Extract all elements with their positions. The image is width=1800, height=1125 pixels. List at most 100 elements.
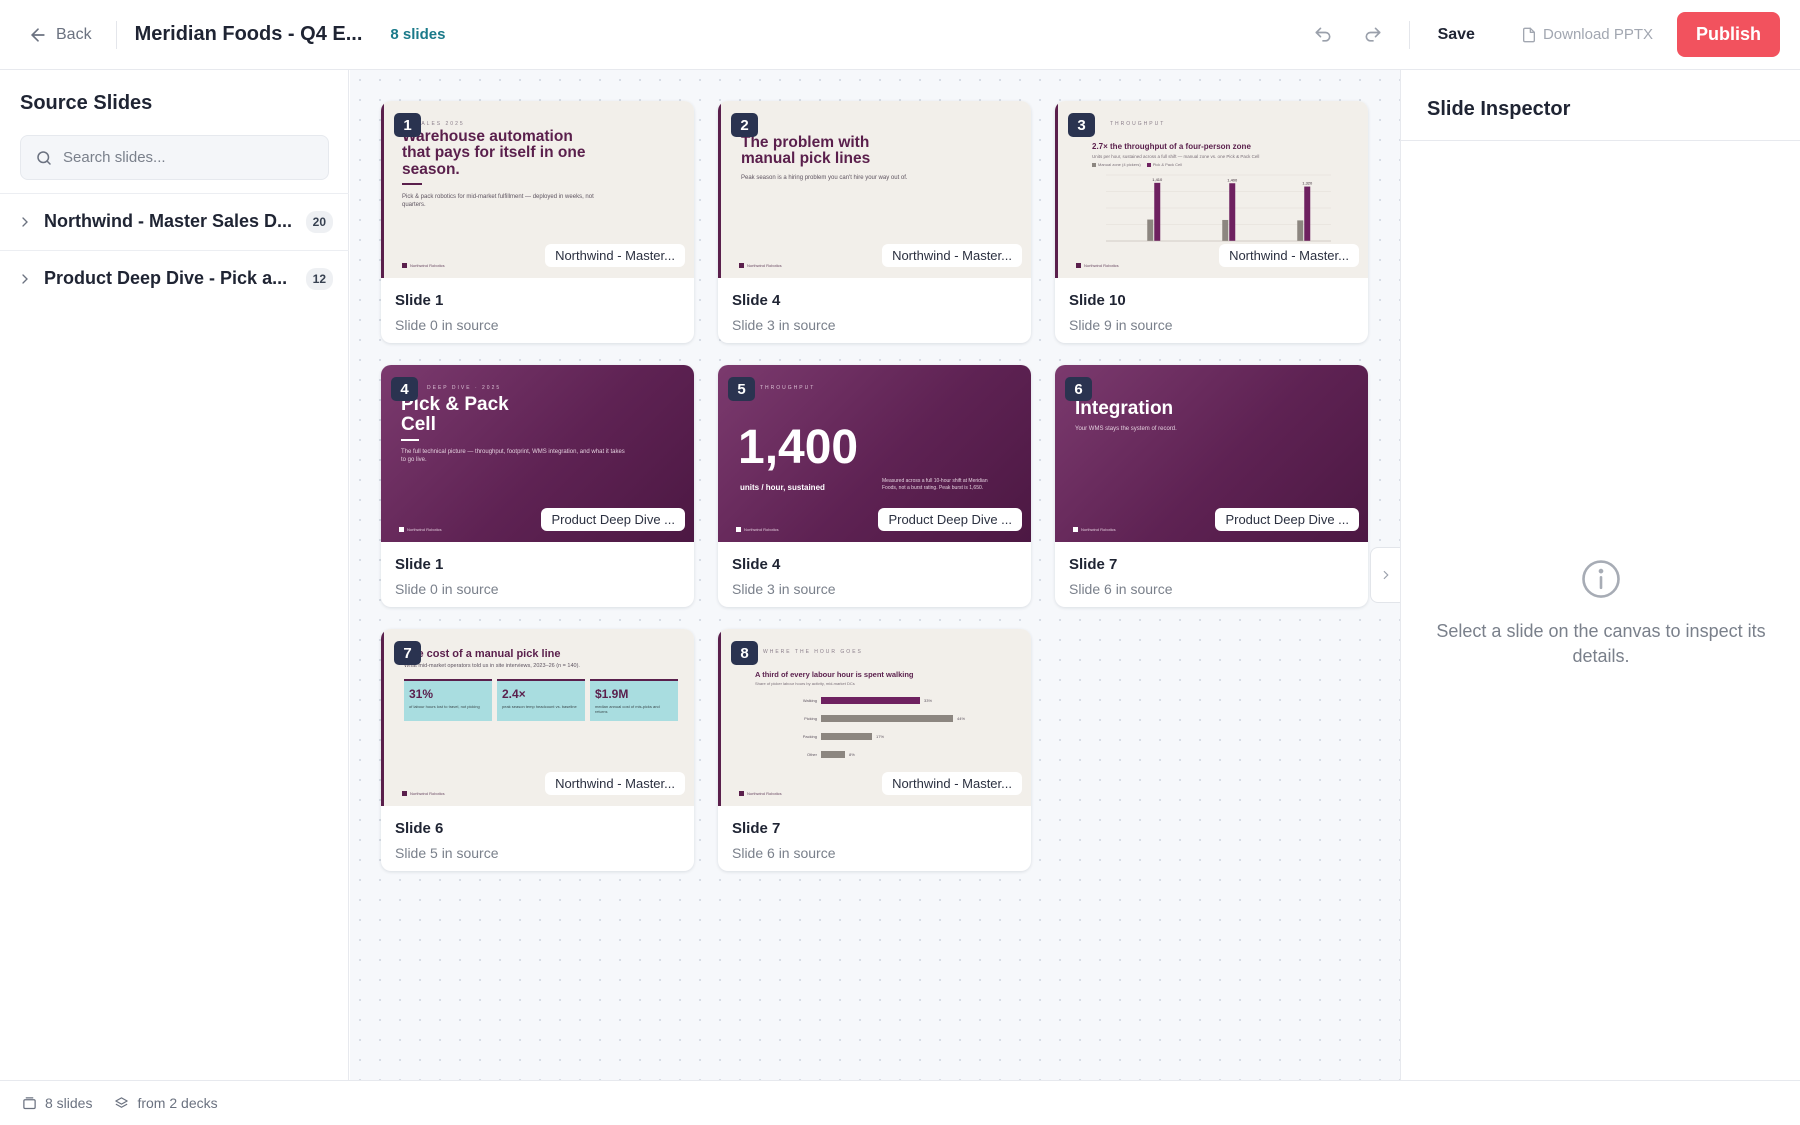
deck-item-northwind[interactable]: Northwind - Master Sales D... 20 (0, 193, 349, 249)
redo-button[interactable] (1353, 15, 1393, 55)
slide-number-badge: 2 (731, 113, 758, 137)
source-slides-panel: Source Slides Northwind - Master Sales D… (0, 70, 349, 1080)
back-button[interactable]: Back (28, 25, 92, 45)
collapse-inspector-button[interactable] (1370, 547, 1400, 603)
bar-value-label: 1,410 (1152, 177, 1163, 182)
bar-category-label: Packing (803, 734, 817, 739)
slide-number-badge: 8 (731, 641, 758, 665)
undo-button[interactable] (1303, 15, 1343, 55)
slide-card[interactable]: 5 THROUGHPUT 1,400 units / hour, sustain… (718, 365, 1031, 607)
chart-bar (821, 751, 845, 758)
source-deck-tag: Northwind - Master... (545, 772, 685, 795)
stat-box: 2.4× peak season temp headcount vs. base… (497, 679, 585, 721)
slide-thumbnail: 1 SALES 2025 Warehouse automation that p… (381, 101, 694, 278)
slide-title: Slide 1 (395, 292, 444, 309)
slide-title: Slide 6 (395, 820, 444, 837)
slide-thumbnail: 3 THROUGHPUT 2.7× the throughput of a fo… (1055, 101, 1368, 278)
layers-icon (115, 1096, 129, 1108)
slide-source-index: Slide 5 in source (395, 845, 499, 861)
thumb-rule (402, 183, 422, 185)
publish-button[interactable]: Publish (1677, 12, 1780, 57)
stat-box: 31% of labour hours lost to travel, not … (404, 679, 492, 721)
deck-name: Product Deep Dive - Pick a... (44, 268, 288, 288)
deck-slide-count: 12 (305, 267, 333, 290)
slide-card[interactable]: 6 Integration Your WMS stays the system … (1055, 365, 1368, 607)
stat-label: peak season temp headcount vs. baseline (502, 704, 577, 709)
legend-label: Pick & Pack Cell (1152, 162, 1183, 167)
stat-value: $1.9M (595, 687, 629, 701)
slide-thumbnail: 6 Integration Your WMS stays the system … (1055, 365, 1368, 542)
thumb-body: Your WMS stays the system of record. (1075, 426, 1177, 432)
thumb-footer: Northwind Robotics (1076, 263, 1119, 268)
thumb-heading: Pick & Pack Cell (401, 394, 509, 435)
chevron-right-icon (1383, 570, 1389, 580)
slides-icon (23, 1096, 36, 1109)
thumb-rule (401, 439, 419, 441)
bar-value-label: 1,400 (1227, 177, 1238, 182)
slide-source-index: Slide 3 in source (732, 581, 836, 597)
bar-category-label: Other (807, 752, 818, 757)
thumb-kicker: THROUGHPUT (760, 385, 816, 391)
legend-swatch (1146, 162, 1151, 167)
slide-thumbnail: 5 THROUGHPUT 1,400 units / hour, sustain… (718, 365, 1031, 542)
bar-value-label: 17% (876, 734, 884, 739)
thumb-body: Units per hour, sustained across a full … (1092, 154, 1260, 159)
thumb-big-number: 1,400 (738, 421, 859, 474)
download-label: Download PPTX (1542, 26, 1653, 43)
thumb-kicker: THROUGHPUT (1110, 121, 1166, 127)
bar-value-label: 1,320 (1302, 181, 1313, 186)
source-deck-tag: Northwind - Master... (545, 244, 685, 267)
slide-source-index: Slide 6 in source (732, 845, 836, 861)
thumb-heading: The problem with manual pick lines (741, 134, 871, 168)
thumb-body: Share of picker labour hours by activity… (755, 681, 855, 686)
redo-icon (1365, 27, 1381, 42)
source-deck-tag: Product Deep Dive ... (878, 508, 1022, 531)
slide-card[interactable]: 8 WHERE THE HOUR GOES A third of every l… (718, 629, 1031, 871)
slide-title: Slide 4 (732, 292, 781, 309)
download-pptx-button[interactable]: Download PPTX (1521, 26, 1653, 43)
search-box[interactable] (20, 135, 329, 180)
thumb-footer: Northwind Robotics (736, 527, 779, 532)
file-icon (1522, 27, 1535, 42)
status-slide-count: 8 slides (22, 1095, 92, 1111)
thumb-big-caption: units / hour, sustained (740, 483, 825, 492)
inspector-empty-message: Select a slide on the canvas to inspect … (1436, 621, 1766, 667)
slide-card[interactable]: 4 DEEP DIVE · 2025 Pick & Pack Cell The … (381, 365, 694, 607)
chart-bar (1229, 183, 1236, 241)
slide-card[interactable]: 7 The cost of a manual pick line What mi… (381, 629, 694, 871)
thumb-kicker: WHERE THE HOUR GOES (763, 649, 863, 655)
slide-canvas[interactable]: 1 SALES 2025 Warehouse automation that p… (350, 70, 1400, 1080)
status-deck-count: from 2 decks (114, 1095, 218, 1111)
thumb-footer: Northwind Robotics (739, 263, 782, 268)
thumb-footer: Northwind Robotics (399, 527, 442, 532)
stat-value: 2.4× (502, 687, 526, 701)
deck-title[interactable]: Meridian Foods - Q4 E... (134, 23, 363, 45)
sidebar-title: Source Slides (20, 92, 153, 114)
bar-category-label: Picking (804, 716, 817, 721)
chart-bar (821, 697, 920, 704)
back-label: Back (56, 25, 92, 43)
deck-item-product-deep-dive[interactable]: Product Deep Dive - Pick a... 12 (0, 250, 349, 306)
chart-bar (1297, 220, 1304, 241)
slide-card[interactable]: 3 THROUGHPUT 2.7× the throughput of a fo… (1055, 101, 1368, 343)
search-input[interactable] (63, 149, 303, 166)
thumb-body: Measured across a full 10-hour shift at … (882, 478, 988, 491)
slide-count-badge: 8 slides (390, 26, 446, 43)
save-button[interactable]: Save (1437, 25, 1475, 43)
slide-thumbnail: 7 The cost of a manual pick line What mi… (381, 629, 694, 806)
thumb-body: The full technical picture — throughput,… (401, 449, 625, 464)
slide-thumbnail: 8 WHERE THE HOUR GOES A third of every l… (718, 629, 1031, 806)
search-icon (37, 150, 51, 165)
slide-card[interactable]: 2 The problem with manual pick lines Pea… (718, 101, 1031, 343)
top-header: Back Meridian Foods - Q4 E... 8 slides S… (0, 0, 1800, 70)
source-deck-tag: Product Deep Dive ... (541, 508, 685, 531)
status-bar: 8 slides from 2 decks (0, 1080, 1800, 1125)
chevron-right-icon (22, 216, 28, 227)
thumb-footer: Northwind Robotics (1073, 527, 1116, 532)
header-actions: Save Download PPTX Publish (1293, 12, 1780, 57)
header-divider (115, 20, 117, 49)
slide-number-badge: 7 (394, 641, 421, 665)
inspector-empty-state: Select a slide on the canvas to inspect … (1401, 558, 1800, 669)
thumb-body: What mid-market operators told us in sit… (404, 663, 580, 669)
slide-card[interactable]: 1 SALES 2025 Warehouse automation that p… (381, 101, 694, 343)
